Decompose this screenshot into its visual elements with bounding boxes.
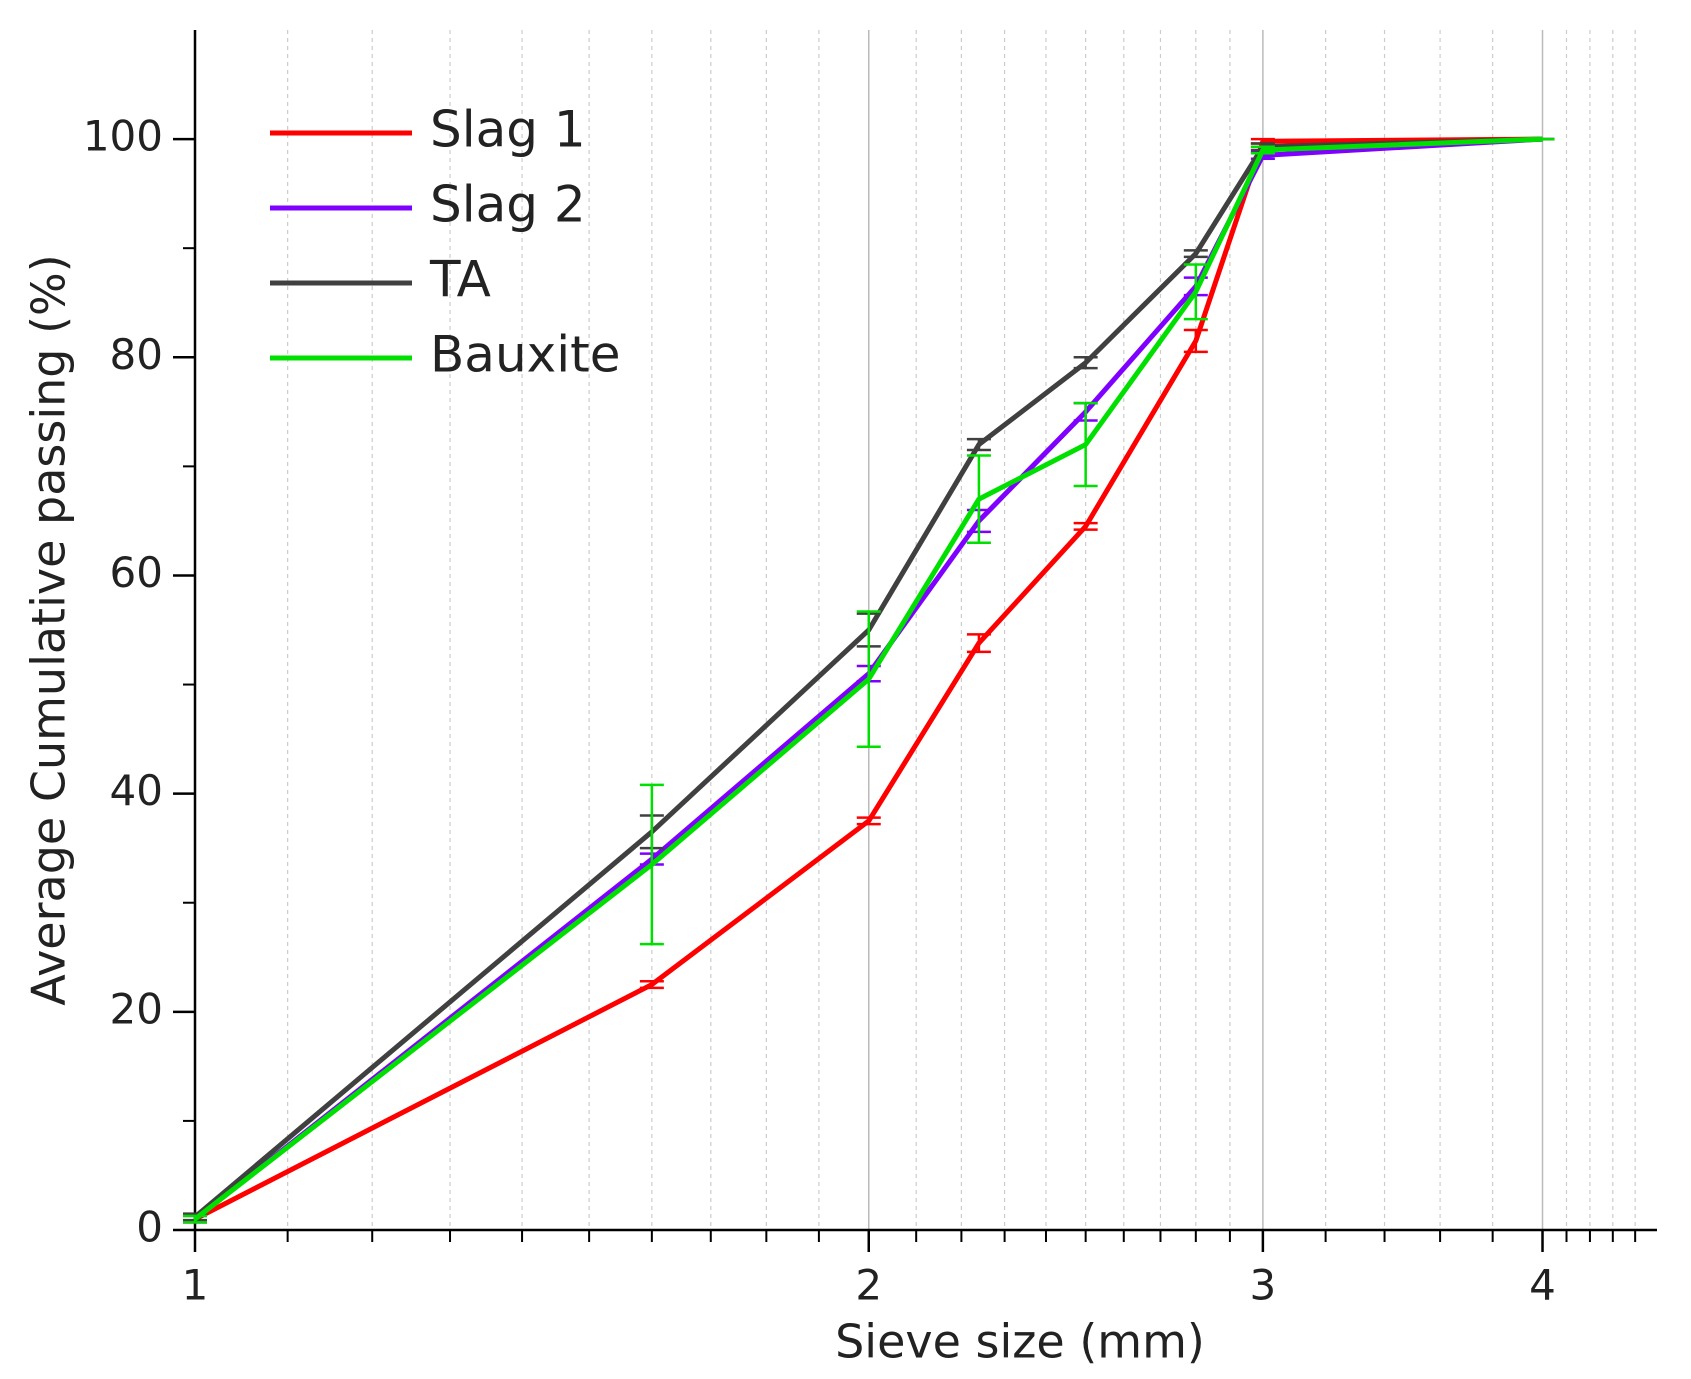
legend-label: Slag 2 — [430, 176, 586, 234]
y-tick-label: 100 — [83, 112, 163, 161]
legend-label: Slag 1 — [430, 101, 586, 159]
y-axis-label: Average Cumulative passing (%) — [22, 254, 76, 1005]
x-tick-label: 2 — [855, 1261, 882, 1310]
legend-label: Bauxite — [430, 326, 620, 384]
series-line — [193, 136, 1543, 1219]
series-line — [193, 136, 1543, 1222]
y-tick-label: 60 — [110, 548, 163, 597]
x-axis-label: Sieve size (mm) — [835, 1315, 1205, 1369]
y-tick-label: 80 — [110, 330, 163, 379]
x-tick-label: 1 — [182, 1261, 209, 1310]
y-tick-label: 40 — [110, 766, 163, 815]
legend-label: TA — [429, 251, 491, 309]
x-tick-label: 4 — [1529, 1261, 1556, 1310]
y-tick-label: 20 — [110, 984, 163, 1033]
x-tick-label: 3 — [1250, 1261, 1277, 1310]
y-tick-label: 0 — [136, 1203, 163, 1252]
